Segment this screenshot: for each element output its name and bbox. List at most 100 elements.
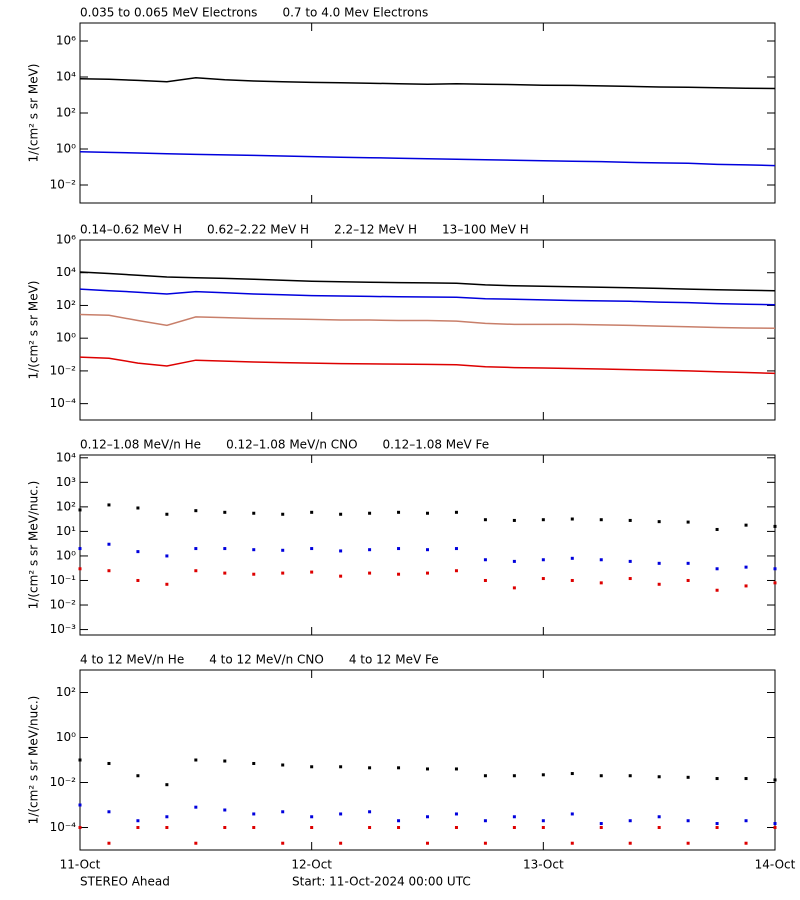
data-point (715, 527, 719, 531)
data-point (368, 826, 372, 829)
series-line (79, 271, 776, 292)
y-tick-label: 10⁻⁴ (50, 820, 77, 834)
data-point (136, 774, 140, 778)
data-point (281, 841, 285, 845)
y-tick-label: 10⁻² (50, 598, 77, 612)
y-tick-label: 10⁻² (50, 363, 77, 377)
data-point (281, 512, 285, 516)
series-line (79, 77, 776, 90)
data-point (368, 766, 372, 770)
data-point (339, 512, 343, 516)
data-point (426, 767, 429, 771)
y-tick-label: 10¹ (56, 524, 76, 538)
data-point (223, 510, 227, 514)
data-point (541, 577, 545, 581)
y-tick-label: 10² (56, 106, 76, 120)
data-point (744, 841, 748, 845)
data-point (136, 819, 140, 823)
data-point (628, 774, 632, 778)
legend-entry: 0.12–1.08 MeV/n CNO (226, 438, 357, 452)
legend-entry: 0.12–1.08 MeV Fe (383, 438, 490, 452)
x-tick-label: 14-Oct (755, 858, 796, 872)
data-point (281, 763, 285, 767)
data-point (397, 547, 401, 551)
data-point (107, 542, 111, 546)
legend-entry: 0.62–2.22 MeV H (207, 223, 309, 237)
data-point (252, 761, 256, 765)
y-tick-label: 10² (56, 499, 76, 513)
data-point (512, 586, 516, 590)
data-point (686, 841, 690, 845)
data-point (223, 759, 227, 763)
data-point (686, 578, 690, 582)
legend-entry: 0.12–1.08 MeV/n He (80, 438, 201, 452)
data-point (628, 819, 632, 823)
data-point (744, 523, 748, 527)
data-point (252, 812, 256, 816)
data-point (252, 826, 256, 829)
data-point (628, 518, 632, 522)
data-point (194, 509, 198, 513)
data-point (628, 841, 632, 845)
data-point (310, 570, 314, 574)
data-point (715, 826, 719, 829)
data-point (397, 826, 401, 829)
data-point (744, 819, 748, 823)
data-point (252, 548, 256, 552)
plot-frame (79, 669, 776, 851)
data-point (310, 765, 314, 769)
data-point (194, 569, 198, 573)
data-point (628, 577, 632, 581)
data-point (454, 826, 458, 829)
y-tick-label: 10⁰ (56, 548, 76, 562)
data-point (310, 826, 314, 829)
data-point (339, 841, 343, 845)
data-point (744, 565, 748, 569)
data-point (78, 547, 82, 551)
data-point (454, 767, 458, 771)
data-point (570, 517, 574, 521)
data-point (397, 766, 401, 770)
series-line (79, 288, 776, 306)
y-tick-label: 10⁰ (56, 142, 76, 156)
y-tick-label: 10⁻⁴ (50, 396, 77, 410)
y-tick-label: 10⁶ (56, 34, 76, 48)
data-point (657, 520, 661, 524)
data-point (426, 548, 429, 552)
data-point (483, 518, 487, 522)
data-point (194, 841, 198, 845)
legend-entry: 2.2–12 MeV H (334, 223, 417, 237)
data-point (570, 812, 574, 816)
data-point (773, 567, 777, 571)
data-point (744, 777, 748, 781)
data-point (165, 512, 169, 516)
data-point (686, 561, 690, 565)
data-point (454, 547, 458, 551)
y-tick-label: 10⁶ (56, 233, 76, 247)
data-point (686, 520, 690, 524)
series-line (79, 151, 776, 167)
plot-frame (79, 22, 776, 204)
data-point (194, 758, 198, 762)
data-point (512, 559, 516, 563)
data-point (368, 571, 372, 575)
data-point (368, 511, 372, 515)
data-point (78, 567, 82, 571)
y-axis-label: 1/(cm² s sr MeV/nuc.) (27, 481, 41, 610)
footer-left: STEREO Ahead (80, 875, 170, 889)
data-point (281, 810, 285, 814)
data-point (136, 506, 140, 510)
data-point (223, 571, 227, 575)
legend-entry: 0.7 to 4.0 Mev Electrons (282, 6, 428, 20)
data-point (310, 815, 314, 819)
data-point (310, 547, 314, 551)
data-point (715, 822, 719, 826)
y-tick-label: 10⁻² (50, 775, 77, 789)
data-point (107, 503, 111, 507)
data-point (426, 571, 429, 575)
data-point (657, 582, 661, 586)
data-point (426, 815, 429, 819)
data-point (165, 826, 169, 829)
data-point (339, 765, 343, 769)
